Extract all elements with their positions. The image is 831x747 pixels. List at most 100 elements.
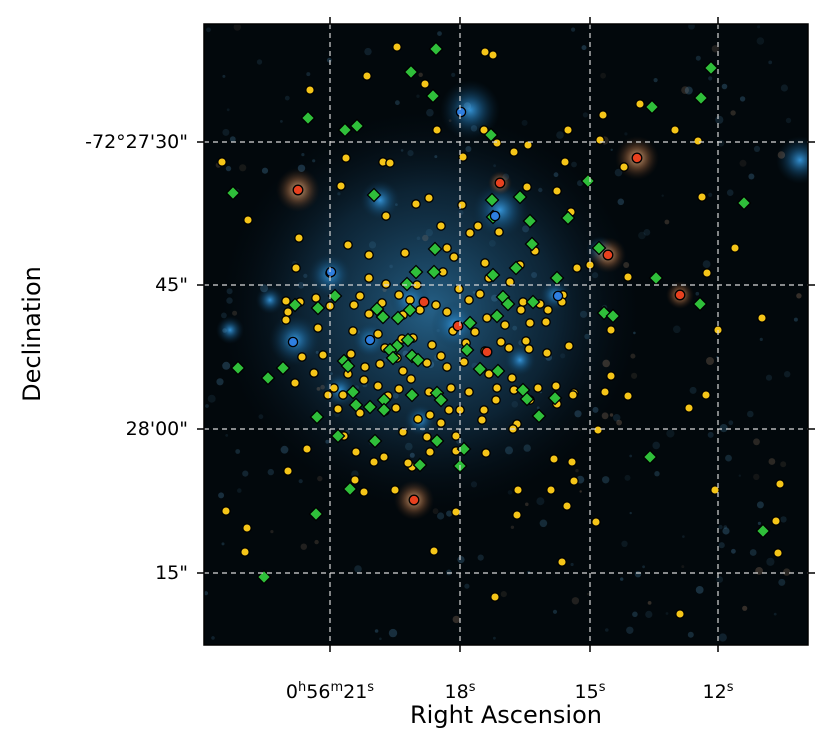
dec-tick-label-45: 45" bbox=[155, 274, 188, 296]
source-marker-green-diamond bbox=[342, 481, 358, 497]
faint-star bbox=[757, 521, 762, 526]
source-marker-yellow bbox=[381, 279, 391, 289]
source-marker-yellow bbox=[623, 391, 633, 401]
faint-star bbox=[768, 458, 776, 465]
faint-star bbox=[768, 60, 773, 65]
source-marker-green-diamond bbox=[345, 384, 361, 400]
faint-star bbox=[756, 501, 764, 509]
sky-image bbox=[204, 24, 808, 645]
source-marker-yellow bbox=[600, 387, 610, 397]
diffuse-emission bbox=[204, 24, 808, 642]
source-marker-green-diamond bbox=[642, 449, 658, 465]
faint-star bbox=[579, 490, 582, 493]
faint-star bbox=[538, 187, 543, 193]
faint-star bbox=[586, 592, 590, 596]
source-marker-yellow bbox=[394, 290, 404, 300]
faint-star bbox=[629, 454, 633, 458]
source-marker-yellow bbox=[442, 307, 452, 317]
source-marker-yellow bbox=[623, 272, 633, 282]
source-marker-yellow bbox=[449, 252, 459, 262]
faint-star bbox=[584, 333, 590, 340]
faint-star bbox=[407, 150, 414, 157]
source-marker-yellow bbox=[500, 320, 510, 330]
source-marker-yellow bbox=[318, 350, 328, 360]
source-marker-yellow bbox=[294, 233, 304, 243]
faint-star bbox=[256, 59, 263, 65]
faint-star bbox=[592, 272, 599, 279]
faint-star bbox=[405, 442, 413, 451]
faint-star bbox=[643, 229, 651, 236]
faint-star bbox=[261, 167, 269, 174]
faint-star bbox=[665, 612, 669, 615]
source-marker-yellow bbox=[240, 547, 250, 557]
faint-star bbox=[633, 331, 636, 335]
source-marker-yellow bbox=[364, 273, 374, 283]
source-marker-yellow bbox=[420, 79, 430, 89]
source-marker-yellow bbox=[560, 157, 570, 167]
faint-star bbox=[726, 189, 734, 196]
faint-star bbox=[689, 386, 697, 394]
source-marker-yellow bbox=[343, 240, 353, 250]
source-marker-green-diamond bbox=[399, 276, 415, 292]
source-marker-yellow bbox=[283, 466, 293, 476]
faint-star bbox=[687, 631, 694, 638]
source-marker-yellow bbox=[490, 592, 500, 602]
faint-star bbox=[620, 577, 624, 581]
source-marker-yellow bbox=[392, 42, 402, 52]
faint-star bbox=[270, 530, 274, 534]
ra-tick-label-15s: 15s bbox=[575, 680, 606, 704]
source-marker-green-diamond bbox=[340, 358, 356, 374]
faint-star bbox=[785, 117, 792, 124]
faint-star bbox=[226, 297, 233, 304]
source-marker-yellow bbox=[436, 221, 446, 231]
faint-star bbox=[617, 198, 625, 206]
source-marker-yellow bbox=[684, 403, 694, 413]
ra-tick-m: 56 bbox=[306, 681, 330, 703]
source-marker-green-diamond bbox=[490, 363, 506, 379]
source-marker-yellow bbox=[524, 344, 534, 354]
source-marker-green-diamond bbox=[366, 187, 382, 203]
source-marker-yellow bbox=[491, 395, 501, 405]
faint-star bbox=[418, 72, 423, 78]
faint-star bbox=[673, 325, 681, 334]
faint-star bbox=[623, 262, 630, 268]
source-marker-green-diamond bbox=[484, 192, 500, 208]
source-marker-yellow bbox=[394, 384, 404, 394]
faint-star bbox=[753, 145, 761, 152]
faint-star bbox=[298, 479, 303, 484]
faint-star bbox=[707, 431, 714, 438]
source-marker-yellow bbox=[403, 458, 413, 468]
faint-star bbox=[226, 288, 233, 295]
faint-star bbox=[708, 192, 713, 197]
faint-star bbox=[325, 439, 330, 444]
faint-star bbox=[416, 94, 420, 98]
source-marker-blue bbox=[552, 290, 564, 302]
faint-star bbox=[451, 72, 456, 77]
source-marker-yellow bbox=[730, 243, 740, 253]
source-marker-yellow bbox=[513, 485, 523, 495]
source-marker-yellow bbox=[470, 327, 480, 337]
source-marker-green-diamond bbox=[472, 361, 488, 377]
source-marker-green-diamond bbox=[547, 390, 563, 406]
source-marker-yellow bbox=[309, 368, 319, 378]
source-marker-blue bbox=[325, 266, 337, 278]
faint-star bbox=[280, 445, 289, 454]
x-axis-label: Right Ascension bbox=[410, 701, 602, 729]
faint-star bbox=[738, 474, 741, 477]
faint-star bbox=[578, 428, 581, 432]
source-marker-yellow bbox=[281, 315, 291, 325]
faint-star bbox=[500, 591, 507, 598]
source-marker-yellow bbox=[431, 300, 441, 310]
source-marker-green-diamond bbox=[310, 300, 326, 316]
faint-star bbox=[448, 119, 452, 122]
faint-star bbox=[580, 310, 588, 318]
source-markers bbox=[217, 41, 785, 619]
source-marker-yellow bbox=[333, 404, 343, 414]
source-marker-yellow bbox=[458, 152, 468, 162]
faint-star bbox=[388, 628, 398, 638]
source-marker-yellow bbox=[563, 125, 573, 135]
source-marker-yellow bbox=[313, 323, 323, 333]
source-marker-yellow bbox=[283, 307, 293, 317]
faint-star bbox=[297, 164, 306, 172]
faint-star bbox=[432, 508, 439, 515]
